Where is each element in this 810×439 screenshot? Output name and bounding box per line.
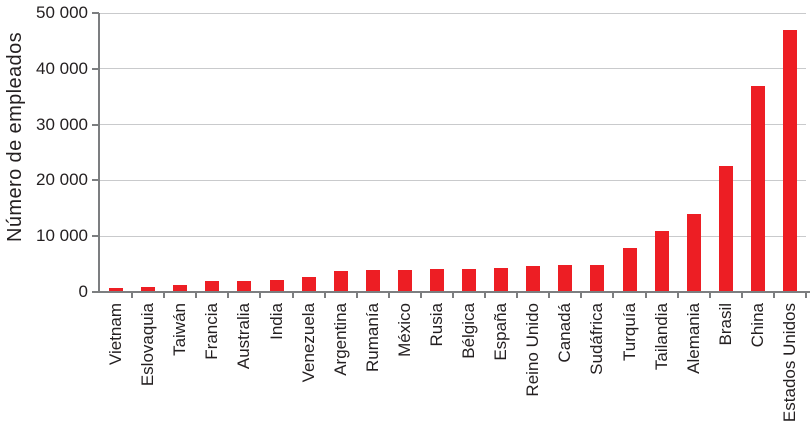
x-axis-tick	[259, 291, 261, 298]
bar-bélgica	[462, 269, 476, 292]
bar-brasil	[719, 166, 733, 292]
x-axis-tick	[773, 291, 775, 298]
bar-australia	[237, 281, 251, 292]
x-axis-tick	[805, 291, 807, 298]
x-axis-tick	[227, 291, 229, 298]
bar-india	[270, 280, 284, 292]
bar-vietnam	[109, 288, 123, 292]
bar-turquía	[623, 248, 637, 292]
x-axis-label: Tailandia	[652, 303, 671, 371]
bar-taiwán	[173, 285, 187, 292]
x-axis-label: Rusia	[427, 303, 446, 347]
x-axis-label: Eslovaquia	[138, 303, 157, 387]
x-axis-label: España	[491, 303, 510, 361]
bar-francia	[205, 281, 219, 292]
gridline	[100, 12, 806, 14]
x-axis-tick	[548, 291, 550, 298]
x-axis-tick	[420, 291, 422, 298]
x-axis-tick	[484, 291, 486, 298]
bar-china	[751, 86, 765, 292]
x-axis-label: Alemania	[684, 303, 703, 374]
y-tick-label: 20 000	[36, 170, 88, 190]
x-axis-tick	[677, 291, 679, 298]
bar-eslovaquia	[141, 287, 155, 292]
y-tick-label: 10 000	[36, 226, 88, 246]
x-axis-label: Reino Unido	[523, 303, 542, 397]
bar-rusia	[430, 269, 444, 292]
x-axis-tick	[645, 291, 647, 298]
x-axis-tick	[388, 291, 390, 298]
bar-estados-unidos	[783, 30, 797, 292]
bar-sudáfrica	[590, 265, 604, 292]
y-axis-tick	[92, 235, 99, 238]
y-axis-tick	[92, 12, 99, 14]
x-axis-label: Venezuela	[299, 303, 318, 383]
bar-alemania	[687, 214, 701, 292]
x-axis-tick	[131, 291, 133, 298]
x-axis-tick	[516, 291, 518, 298]
x-axis-tick	[452, 291, 454, 298]
gridline	[100, 124, 806, 126]
bar-canadá	[558, 265, 572, 292]
bar-españa	[494, 268, 508, 292]
x-axis-label: China	[748, 303, 767, 348]
x-axis-label: Canadá	[555, 303, 574, 363]
y-tick-label: 40 000	[36, 58, 88, 78]
x-axis-label: Australia	[234, 303, 253, 370]
y-axis-tick	[92, 291, 99, 293]
x-axis-label: Rumanía	[363, 303, 382, 372]
bar-reino-unido	[526, 266, 540, 292]
x-axis-label: Sudáfrica	[587, 303, 606, 375]
y-tick-label: 50 000	[36, 3, 88, 22]
y-axis-tick	[92, 179, 99, 182]
bar-tailandia	[655, 231, 669, 292]
x-axis-tick	[324, 291, 326, 298]
x-axis-label: Bélgica	[459, 303, 478, 359]
y-axis-line	[98, 13, 100, 292]
x-axis-label: Argentina	[331, 303, 350, 376]
x-axis-label: México	[395, 303, 414, 357]
x-axis-tick	[356, 291, 358, 298]
x-axis-tick	[292, 291, 294, 298]
x-axis-line	[98, 291, 810, 293]
y-tick-label: 30 000	[36, 114, 88, 134]
x-axis-label: Francia	[202, 303, 221, 360]
gridline	[100, 235, 806, 237]
bar-argentina	[334, 271, 348, 292]
bar-venezuela	[302, 277, 316, 292]
x-axis-tick	[741, 291, 743, 298]
y-tick-label: 0	[78, 282, 88, 301]
x-axis-tick	[195, 291, 197, 298]
x-axis-label: India	[267, 303, 286, 340]
x-axis-tick	[580, 291, 582, 298]
x-axis-label: Vietnam	[106, 303, 125, 366]
bar-rumanía	[366, 270, 380, 292]
gridline	[100, 179, 806, 181]
x-axis-tick	[709, 291, 711, 298]
x-axis-label: Turquía	[620, 303, 639, 361]
gridline	[100, 68, 806, 70]
y-axis-tick	[92, 123, 99, 126]
x-axis-tick	[612, 291, 614, 298]
x-axis-label: Taiwán	[170, 303, 189, 356]
x-axis-label: Brasil	[716, 303, 735, 346]
x-axis-label: Estados Unidos	[780, 303, 799, 423]
bar-méxico	[398, 270, 412, 292]
y-axis-tick	[92, 67, 99, 70]
x-axis-tick	[163, 291, 165, 298]
